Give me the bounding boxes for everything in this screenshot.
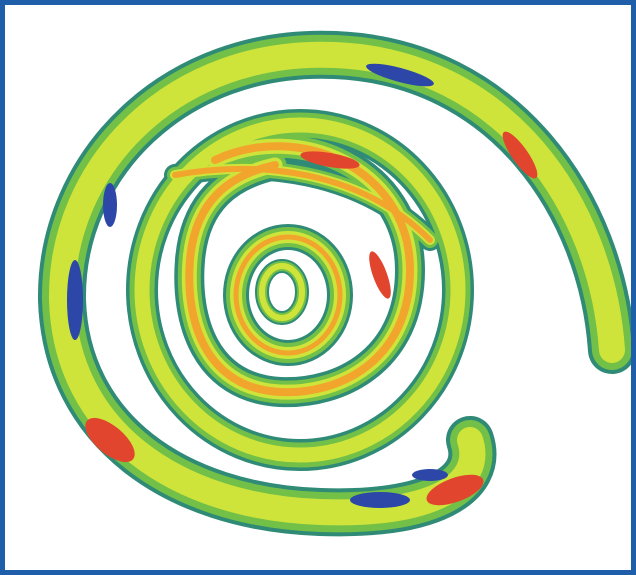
page [0, 0, 636, 575]
image [0, 0, 636, 575]
